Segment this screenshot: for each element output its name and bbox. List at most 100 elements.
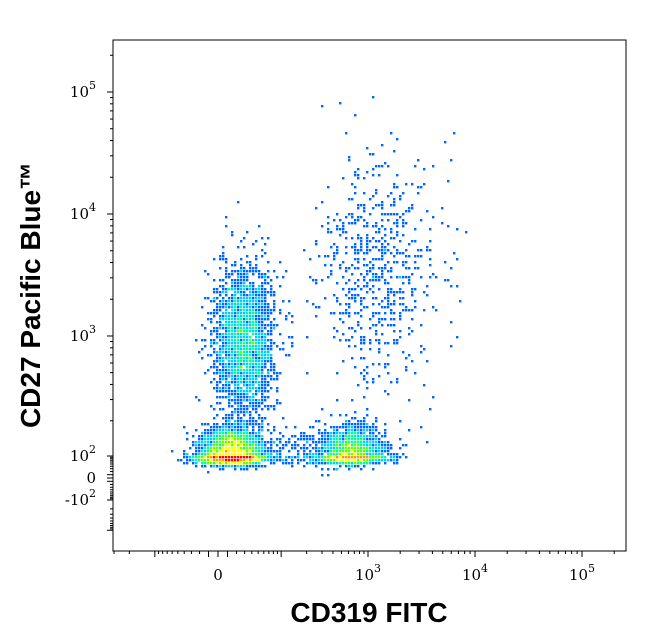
density-dot [384, 435, 387, 438]
density-dot [219, 450, 222, 453]
density-dot [390, 312, 393, 315]
density-dot [252, 306, 255, 309]
density-dot [231, 282, 234, 285]
density-dot [249, 264, 252, 267]
density-dot [267, 360, 270, 363]
density-dot [252, 387, 255, 390]
density-dot [234, 438, 237, 441]
density-dot [363, 465, 366, 468]
density-dot [363, 441, 366, 444]
density-dot [216, 342, 219, 345]
density-dot [216, 351, 219, 354]
density-dot [360, 336, 363, 339]
density-dot [327, 186, 330, 189]
density-dot [426, 246, 429, 249]
density-dot [243, 300, 246, 303]
density-dot [222, 456, 225, 459]
density-dot [378, 351, 381, 354]
density-dot [267, 450, 270, 453]
density-dot [219, 300, 222, 303]
density-dot [213, 327, 216, 330]
density-dot [201, 441, 204, 444]
density-dot [357, 462, 360, 465]
density-dot [279, 459, 282, 462]
density-dot [252, 453, 255, 456]
density-dot [363, 462, 366, 465]
density-dot [426, 249, 429, 252]
density-dot [243, 327, 246, 330]
density-dot [351, 465, 354, 468]
density-dot [237, 246, 240, 249]
density-dot [201, 324, 204, 327]
y-tick-label: 105 [70, 79, 96, 101]
density-dot [264, 315, 267, 318]
density-dot [234, 381, 237, 384]
density-dot [387, 294, 390, 297]
density-dot [282, 342, 285, 345]
density-dot [210, 438, 213, 441]
density-dot [270, 288, 273, 291]
density-dot [315, 243, 318, 246]
density-dot [249, 375, 252, 378]
density-dot [348, 267, 351, 270]
density-dot [255, 291, 258, 294]
density-dot [228, 459, 231, 462]
density-dot [363, 219, 366, 222]
density-dot [339, 414, 342, 417]
density-dot [261, 306, 264, 309]
density-dot [369, 240, 372, 243]
density-dot [351, 336, 354, 339]
density-dot [297, 453, 300, 456]
density-dot [285, 462, 288, 465]
density-dot [261, 384, 264, 387]
density-dot [243, 330, 246, 333]
density-dot [366, 234, 369, 237]
density-dot [324, 429, 327, 432]
density-dot [354, 459, 357, 462]
density-dot [270, 447, 273, 450]
density-dot [426, 441, 429, 444]
density-dot [261, 456, 264, 459]
density-dot [315, 282, 318, 285]
density-dot [243, 273, 246, 276]
density-dot [306, 438, 309, 441]
density-dot [345, 303, 348, 306]
density-dot [204, 450, 207, 453]
density-dot [363, 192, 366, 195]
density-dot [273, 300, 276, 303]
density-dot [399, 276, 402, 279]
density-dot [231, 342, 234, 345]
density-dot [219, 381, 222, 384]
density-dot [366, 282, 369, 285]
density-dot [219, 429, 222, 432]
density-dot [261, 303, 264, 306]
density-dot [228, 315, 231, 318]
density-dot [234, 309, 237, 312]
density-dot [240, 420, 243, 423]
density-dot [240, 309, 243, 312]
density-dot [255, 309, 258, 312]
density-dot [231, 270, 234, 273]
density-dot [261, 420, 264, 423]
density-dot [249, 423, 252, 426]
density-dot [345, 441, 348, 444]
density-dot [204, 345, 207, 348]
density-dot [210, 318, 213, 321]
density-dot [393, 204, 396, 207]
density-dot [186, 459, 189, 462]
density-dot [342, 261, 345, 264]
density-dot [366, 246, 369, 249]
y-tick-label: 102 [70, 443, 96, 465]
density-dot [318, 432, 321, 435]
density-dot [417, 192, 420, 195]
density-dot [228, 288, 231, 291]
density-dot [225, 432, 228, 435]
density-dot [258, 306, 261, 309]
density-dot [234, 435, 237, 438]
density-dot [207, 354, 210, 357]
density-dot [279, 438, 282, 441]
density-dot [270, 360, 273, 363]
density-dot [300, 447, 303, 450]
density-dot [357, 234, 360, 237]
density-dot [354, 267, 357, 270]
